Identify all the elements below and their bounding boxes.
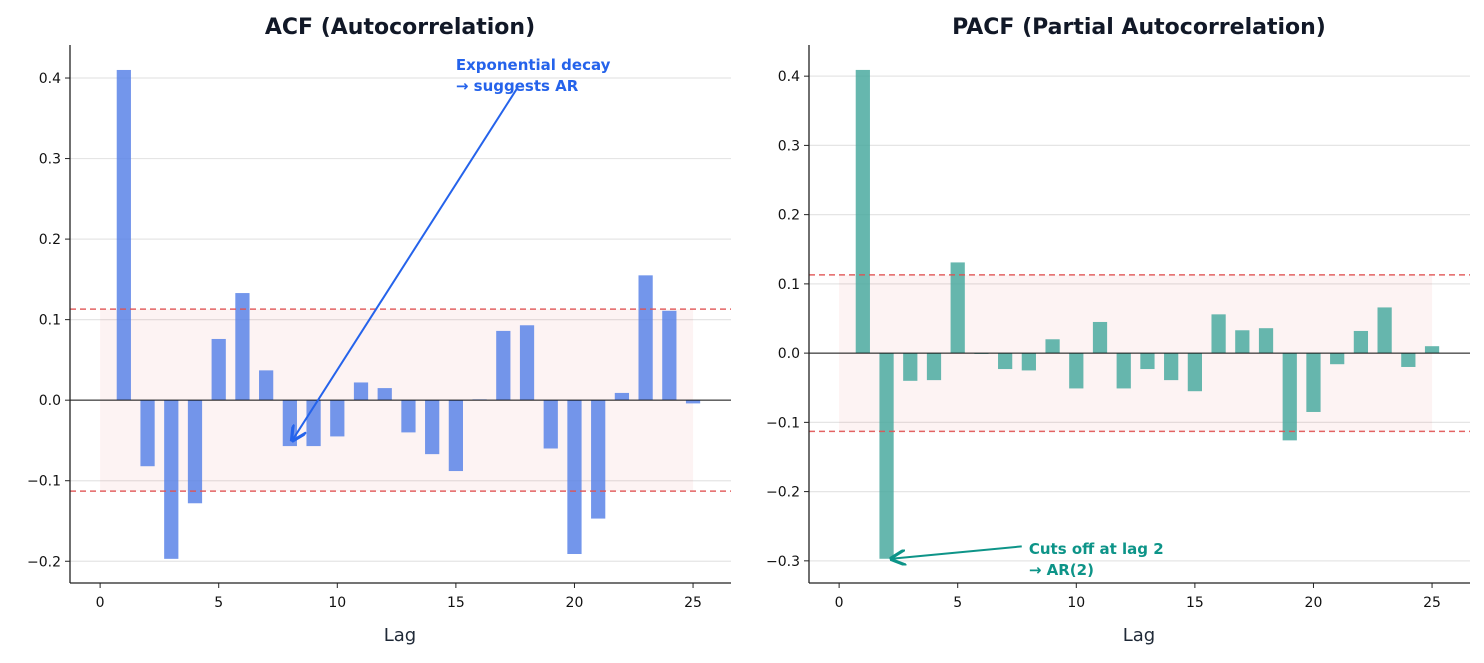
acf-bar-lag-1 xyxy=(116,69,131,401)
pacf-bar-lag-12 xyxy=(1116,353,1131,389)
pacf-xtick-label: 5 xyxy=(953,595,962,611)
acf-bar-lag-12 xyxy=(377,388,392,401)
acf-bar-lag-20 xyxy=(567,400,582,555)
pacf-bar-lag-10 xyxy=(1069,353,1084,389)
pacf-bar-lag-7 xyxy=(998,353,1013,370)
pacf-bar-lag-1 xyxy=(855,69,870,354)
acf-annotation-text: → suggests AR xyxy=(456,77,579,95)
pacf-bar-lag-17 xyxy=(1235,330,1250,354)
acf-ytick-label: 0.3 xyxy=(39,152,61,168)
pacf-annotation-text: Cuts off at lag 2 xyxy=(1029,540,1164,558)
acf-panel: ACF (Autocorrelation) Lag −0.2 −0.1 0.0 0.1… xyxy=(27,15,731,646)
acf-xtick-label: 20 xyxy=(566,595,584,611)
pacf-panel: PACF (Partial Autocorrelation) Lag −0.3 −… xyxy=(766,15,1470,646)
acf-ytick-label: 0.1 xyxy=(39,313,61,329)
acf-bar-lag-2 xyxy=(140,400,155,467)
pacf-xtick-label: 10 xyxy=(1067,595,1085,611)
acf-bar-lag-19 xyxy=(543,400,558,449)
acf-ytick-label: −0.2 xyxy=(27,554,61,570)
pacf-xtick-label: 20 xyxy=(1305,595,1323,611)
acf-bar-lag-5 xyxy=(211,338,226,401)
pacf-bar-lag-4 xyxy=(926,353,942,381)
acf-annotation-text: Exponential decay xyxy=(456,56,611,74)
acf-xtick-label: 10 xyxy=(328,595,346,611)
acf-xtick-label: 0 xyxy=(96,595,105,611)
pacf-bar-lag-2 xyxy=(879,353,894,559)
pacf-bar-lag-16 xyxy=(1211,314,1226,354)
pacf-xlabel: Lag xyxy=(1123,625,1155,646)
acf-ytick-label: 0.2 xyxy=(39,232,61,248)
acf-bar-lag-13 xyxy=(401,400,416,433)
pacf-xtick-label: 25 xyxy=(1423,595,1441,611)
pacf-ytick-label: 0.1 xyxy=(778,277,800,293)
pacf-annotation-arrow xyxy=(891,545,1022,558)
acf-xlabel: Lag xyxy=(384,625,416,646)
acf-ytick-label: 0.4 xyxy=(39,71,61,87)
acf-bar-lag-10 xyxy=(330,400,345,437)
acf-bar-lag-17 xyxy=(496,330,511,401)
acf-bar-lag-18 xyxy=(519,325,535,401)
acf-xtick-label: 15 xyxy=(447,595,465,611)
pacf-bar-lag-21 xyxy=(1330,353,1345,365)
pacf-bar-lag-18 xyxy=(1258,328,1274,354)
acf-bar-lag-11 xyxy=(353,382,369,401)
pacf-bar-lag-5 xyxy=(950,262,965,354)
pacf-bar-lag-15 xyxy=(1187,353,1202,392)
acf-ytick-label: 0.0 xyxy=(39,393,61,409)
acf-ytick-label: −0.1 xyxy=(27,474,61,490)
acf-bar-lag-23 xyxy=(638,275,653,401)
acf-xtick-label: 5 xyxy=(214,595,223,611)
acf-bar-lag-14 xyxy=(425,400,440,455)
pacf-ytick-label: 0.3 xyxy=(778,138,800,154)
pacf-bar-lag-20 xyxy=(1306,353,1321,412)
pacf-bar-lag-13 xyxy=(1140,353,1155,370)
acf-bar-lag-8 xyxy=(282,400,297,447)
acf-annotation-arrow xyxy=(292,87,519,441)
acf-bar-lag-22 xyxy=(614,392,630,401)
acf-bar-lag-15 xyxy=(448,400,463,472)
pacf-ytick-label: −0.1 xyxy=(766,415,800,431)
pacf-bar-lag-24 xyxy=(1401,353,1416,367)
pacf-ytick-label: −0.3 xyxy=(766,554,800,570)
pacf-bar-lag-3 xyxy=(903,353,918,381)
pacf-bar-lag-9 xyxy=(1045,339,1060,354)
pacf-xtick-label: 15 xyxy=(1186,595,1204,611)
pacf-bar-lag-23 xyxy=(1377,307,1392,354)
pacf-xtick-label: 0 xyxy=(835,595,844,611)
pacf-annotation-text: → AR(2) xyxy=(1029,561,1094,579)
pacf-title: PACF (Partial Autocorrelation) xyxy=(952,15,1326,40)
acf-bar-lag-25 xyxy=(685,400,701,404)
acf-bar-lag-7 xyxy=(259,370,274,401)
acf-bar-lag-24 xyxy=(662,310,677,401)
acf-bar-lag-4 xyxy=(187,400,203,504)
pacf-ytick-label: −0.2 xyxy=(766,485,800,501)
acf-bar-lag-3 xyxy=(164,400,179,559)
pacf-bar-lag-19 xyxy=(1282,353,1297,441)
acf-bar-lag-6 xyxy=(235,293,250,401)
pacf-bar-lag-8 xyxy=(1021,353,1036,371)
pacf-bar-lag-25 xyxy=(1424,346,1440,354)
pacf-ytick-label: 0.2 xyxy=(778,208,800,224)
acf-bar-lag-21 xyxy=(591,400,606,519)
acf-xtick-label: 25 xyxy=(684,595,702,611)
pacf-bar-lag-22 xyxy=(1353,330,1369,354)
pacf-bar-lag-11 xyxy=(1092,321,1108,354)
pacf-ytick-label: 0.4 xyxy=(778,69,800,85)
acf-title: ACF (Autocorrelation) xyxy=(265,15,535,40)
pacf-bar-lag-14 xyxy=(1164,353,1179,381)
pacf-ytick-label: 0.0 xyxy=(778,346,800,362)
